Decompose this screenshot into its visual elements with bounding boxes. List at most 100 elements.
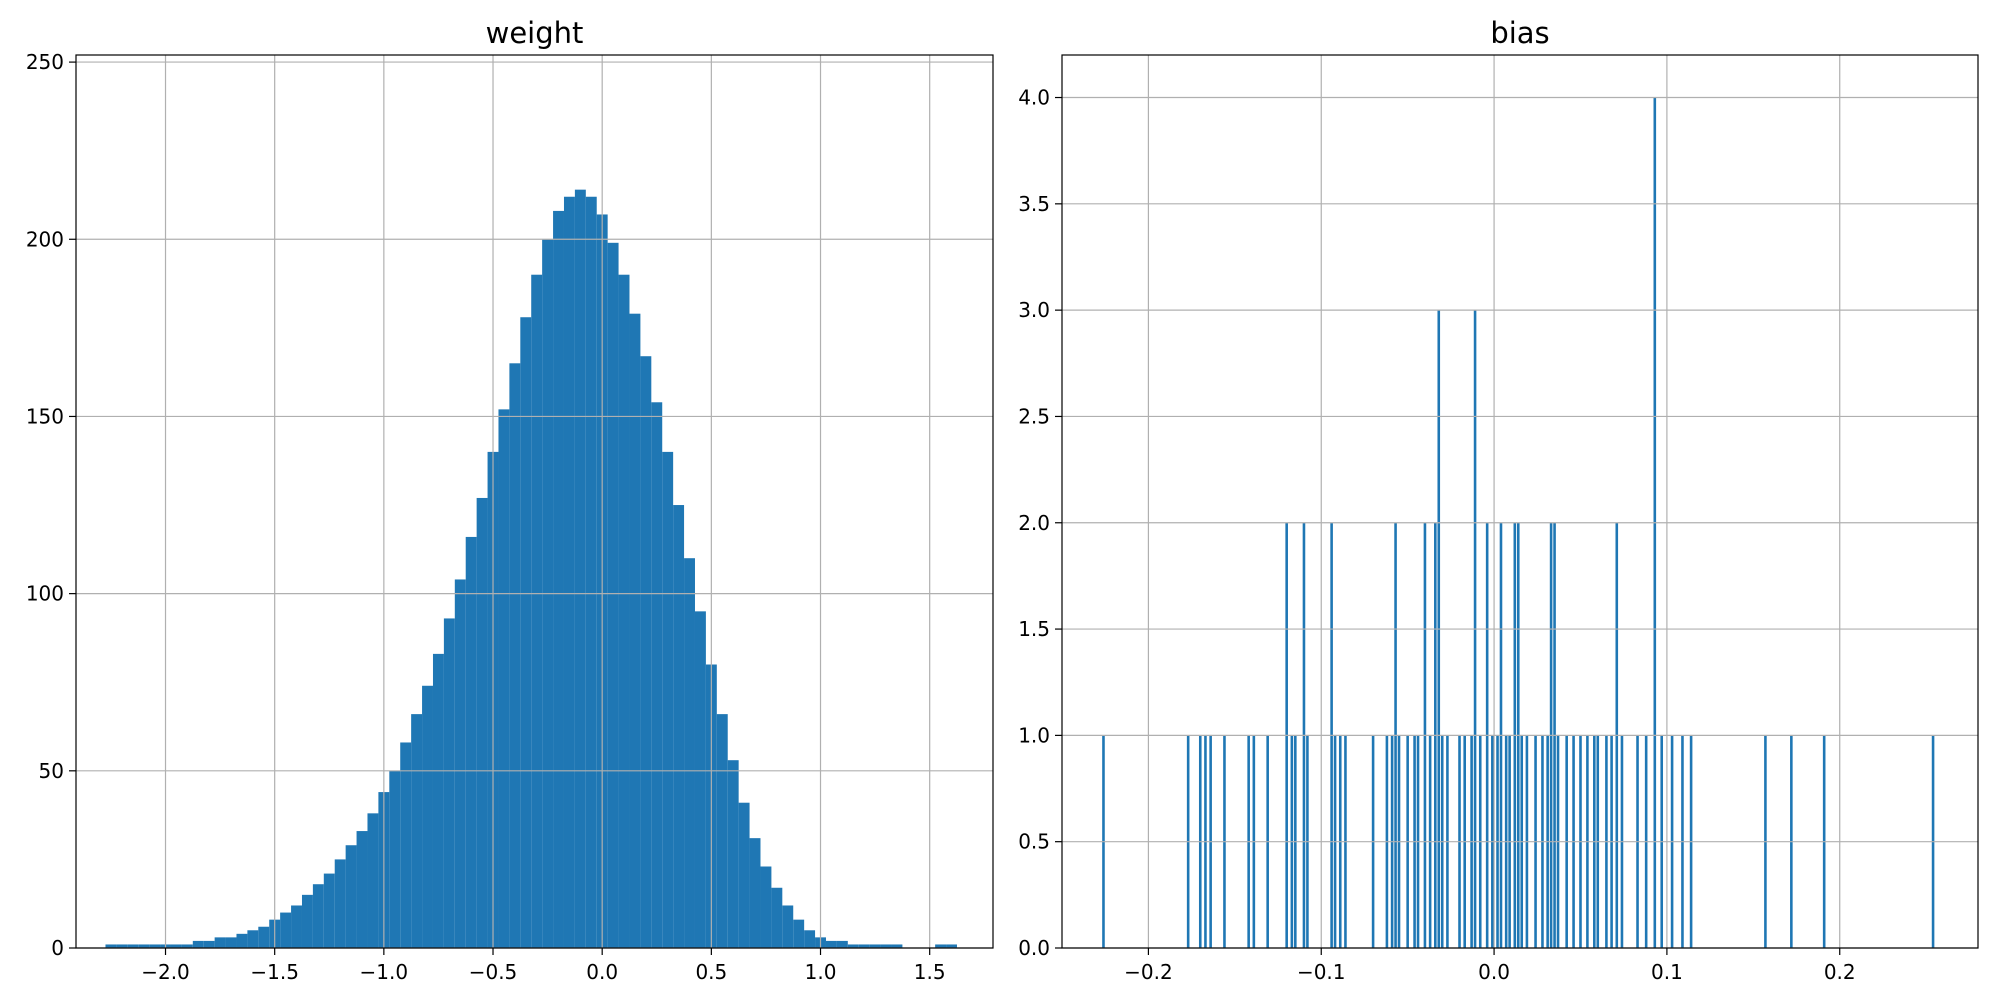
- histogram-bar-4: [149, 944, 161, 948]
- histogram-bar-52: [673, 505, 685, 948]
- histogram-bar-41: [553, 210, 564, 949]
- histogram-bar-23: [356, 831, 368, 948]
- histogram-bar-18: [301, 894, 313, 948]
- histogram-bar-7: [181, 944, 193, 948]
- histogram-bar-34: [476, 497, 488, 948]
- histogram-bar-33: [465, 536, 477, 948]
- histogram-bar-26: [389, 770, 401, 948]
- histogram-bar-38: [520, 317, 532, 949]
- chart-title: bias: [1490, 16, 1549, 50]
- histogram-bar-36: [498, 409, 510, 948]
- x-tick-label-0: −2.0: [141, 960, 190, 984]
- histogram-bar-56: [716, 714, 728, 948]
- histogram-bar-9: [203, 940, 215, 948]
- histogram-bar-46: [607, 242, 619, 948]
- histogram-bar-47: [618, 274, 630, 949]
- histogram-bar-64: [804, 930, 816, 948]
- histogram-bar-10: [214, 937, 226, 948]
- histogram-bar-12: [236, 933, 248, 948]
- x-tick-label-3: 0.1: [1651, 960, 1683, 984]
- histogram-bar-69: [858, 944, 870, 948]
- x-tick-label-4: 0.0: [586, 960, 618, 984]
- histogram-bar-59: [749, 838, 761, 948]
- y-tick-label-4: 200: [26, 227, 64, 251]
- histogram-bar-20: [323, 873, 335, 948]
- histogram-bar-50: [651, 402, 663, 948]
- y-tick-label-2: 1.0: [1018, 723, 1050, 747]
- x-tick-label-2: 0.0: [1478, 960, 1510, 984]
- histogram-bar-60: [760, 866, 772, 948]
- histogram-bar-70: [869, 944, 881, 948]
- y-tick-label-6: 3.0: [1018, 298, 1050, 322]
- y-tick-label-3: 1.5: [1018, 617, 1050, 641]
- y-tick-label-4: 2.0: [1018, 511, 1050, 535]
- histogram-bar-21: [334, 859, 346, 948]
- histogram-bar-11: [225, 937, 237, 948]
- histogram-bar-61: [771, 887, 783, 948]
- y-tick-label-0: 0: [51, 936, 64, 960]
- histogram-bar-49: [640, 356, 652, 949]
- histogram-bar-43: [574, 189, 586, 948]
- y-tick-label-5: 250: [26, 50, 64, 74]
- histogram-bar-54: [694, 611, 706, 948]
- histogram-bars: [105, 189, 957, 949]
- histogram-bar-58: [738, 802, 750, 948]
- histogram-bar-57: [727, 760, 739, 948]
- histogram-bar-63: [793, 919, 805, 948]
- y-tick-label-1: 0.5: [1018, 830, 1050, 854]
- histogram-bar-17: [291, 905, 302, 948]
- histogram-bar-19: [312, 884, 324, 948]
- axes-frame: [1061, 54, 1979, 949]
- histogram-bar-68: [847, 944, 859, 948]
- histogram-bar-37: [509, 363, 521, 948]
- histogram-bar-6: [170, 944, 182, 948]
- x-tick-label-1: −0.1: [1297, 960, 1346, 984]
- histogram-bar-13: [247, 930, 259, 948]
- histogram-bar-24: [367, 813, 379, 948]
- y-tick-label-5: 2.5: [1018, 404, 1050, 428]
- histogram-bar-0: [105, 944, 117, 948]
- y-tick-label-1: 50: [39, 759, 64, 783]
- histogram-bar-1: [116, 944, 128, 948]
- histogram-bar-16: [280, 912, 292, 948]
- histogram-bar-3: [138, 944, 150, 948]
- histogram-bar-72: [891, 944, 903, 948]
- y-tick-label-0: 0.0: [1018, 936, 1050, 960]
- histogram-bar-2: [127, 944, 139, 948]
- x-tick-label-1: −1.5: [250, 960, 299, 984]
- y-tick-label-3: 150: [26, 404, 64, 428]
- y-tick-label-8: 4.0: [1018, 86, 1050, 110]
- histogram-bar-67: [836, 940, 848, 948]
- histogram-bar-74: [946, 944, 957, 948]
- y-tick-label-7: 3.5: [1018, 192, 1050, 216]
- histogram-bar-44: [585, 196, 597, 948]
- histogram-bar-32: [454, 579, 466, 948]
- histogram-bar-14: [258, 926, 270, 948]
- histogram-bar-30: [432, 653, 444, 948]
- x-tick-label-7: 1.5: [914, 960, 946, 984]
- x-tick-label-5: 0.5: [695, 960, 727, 984]
- histogram-bar-48: [629, 313, 641, 948]
- histogram-bar-73: [935, 944, 947, 948]
- histogram-bar-71: [880, 944, 892, 948]
- histogram-bar-66: [825, 940, 837, 948]
- x-tick-label-6: 1.0: [805, 960, 837, 984]
- x-tick-label-3: −0.5: [469, 960, 518, 984]
- chart-title: weight: [486, 16, 584, 50]
- histogram-bar-27: [400, 742, 412, 948]
- x-tick-label-2: −1.0: [360, 960, 409, 984]
- axes-frame: [75, 54, 994, 949]
- weight-histogram-panel: −2.0 −1.5 −1.0 −0.5 0.0 0.5 1.0 1.5 0 50 100 150 200…: [26, 16, 994, 984]
- histogram-bar-22: [345, 845, 357, 948]
- bias-histogram-panel: −0.2 −0.1 0.0 0.1 0.2 0.0 0.5 1.0 1.5 2.0 2.5 3.0 3.…: [1018, 16, 1979, 984]
- histogram-bar-51: [662, 451, 674, 948]
- histogram-bar-53: [684, 558, 695, 948]
- x-tick-label-4: 0.2: [1824, 960, 1856, 984]
- x-tick-label-0: −0.2: [1124, 960, 1173, 984]
- histogram-bar-62: [782, 905, 794, 948]
- histogram-bar-28: [411, 714, 423, 948]
- histogram-bar-39: [531, 274, 543, 949]
- histogram-bar-8: [192, 940, 204, 948]
- histogram-bar-31: [443, 618, 455, 948]
